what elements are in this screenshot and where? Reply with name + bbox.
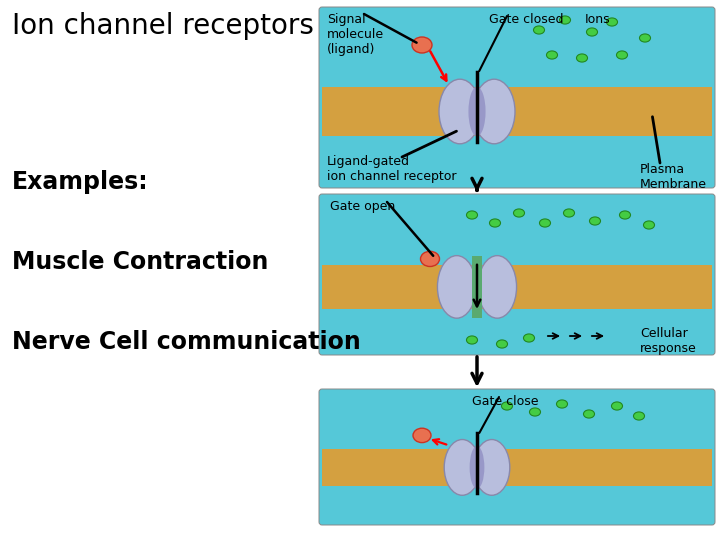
FancyBboxPatch shape bbox=[319, 7, 715, 188]
Ellipse shape bbox=[557, 400, 567, 408]
Ellipse shape bbox=[611, 402, 623, 410]
Ellipse shape bbox=[467, 211, 477, 219]
Text: Examples:: Examples: bbox=[12, 170, 148, 194]
FancyBboxPatch shape bbox=[319, 389, 715, 525]
Ellipse shape bbox=[513, 209, 525, 217]
Ellipse shape bbox=[473, 79, 515, 144]
Ellipse shape bbox=[539, 219, 551, 227]
Ellipse shape bbox=[478, 255, 516, 318]
Bar bbox=[322, 449, 712, 485]
Ellipse shape bbox=[634, 412, 644, 420]
Ellipse shape bbox=[546, 51, 557, 59]
Text: Ion channel receptors: Ion channel receptors bbox=[12, 12, 314, 40]
Ellipse shape bbox=[619, 211, 631, 219]
Ellipse shape bbox=[497, 340, 508, 348]
Text: Cellular
response: Cellular response bbox=[640, 327, 697, 355]
Text: Signal
molecule
(ligand): Signal molecule (ligand) bbox=[327, 13, 384, 56]
Ellipse shape bbox=[644, 221, 654, 229]
Ellipse shape bbox=[412, 37, 432, 53]
Text: Gate closed: Gate closed bbox=[489, 13, 564, 26]
Ellipse shape bbox=[523, 334, 534, 342]
Ellipse shape bbox=[413, 428, 431, 443]
Bar bbox=[322, 265, 712, 308]
Ellipse shape bbox=[529, 408, 541, 416]
Ellipse shape bbox=[469, 446, 485, 489]
Ellipse shape bbox=[606, 18, 618, 26]
Ellipse shape bbox=[590, 217, 600, 225]
Text: Ligand-gated
ion channel receptor: Ligand-gated ion channel receptor bbox=[327, 155, 456, 183]
Text: Nerve Cell communication: Nerve Cell communication bbox=[12, 330, 361, 354]
Text: Ions: Ions bbox=[585, 13, 611, 26]
Text: Muscle Contraction: Muscle Contraction bbox=[12, 250, 269, 274]
Ellipse shape bbox=[467, 336, 477, 344]
Ellipse shape bbox=[616, 51, 628, 59]
Ellipse shape bbox=[583, 410, 595, 418]
Text: Plasma
Membrane: Plasma Membrane bbox=[640, 163, 707, 191]
Ellipse shape bbox=[420, 251, 439, 267]
Text: Gate open: Gate open bbox=[330, 200, 395, 213]
Ellipse shape bbox=[559, 16, 570, 24]
Ellipse shape bbox=[534, 26, 544, 34]
FancyBboxPatch shape bbox=[319, 194, 715, 355]
Ellipse shape bbox=[577, 54, 588, 62]
Ellipse shape bbox=[444, 440, 480, 495]
Ellipse shape bbox=[469, 87, 485, 136]
Bar bbox=[322, 87, 712, 136]
Bar bbox=[472, 255, 482, 318]
Ellipse shape bbox=[501, 402, 513, 410]
Ellipse shape bbox=[439, 79, 481, 144]
Ellipse shape bbox=[438, 255, 476, 318]
Ellipse shape bbox=[490, 219, 500, 227]
Text: Gate close: Gate close bbox=[472, 395, 539, 408]
Ellipse shape bbox=[474, 440, 510, 495]
Ellipse shape bbox=[564, 209, 575, 217]
Ellipse shape bbox=[587, 28, 598, 36]
Ellipse shape bbox=[639, 34, 651, 42]
